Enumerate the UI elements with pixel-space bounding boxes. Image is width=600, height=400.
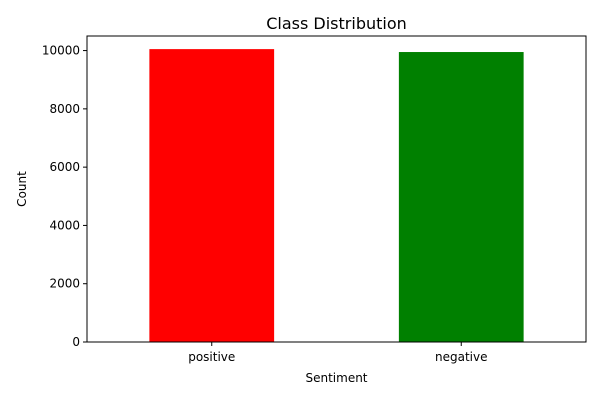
plot-frame — [86, 35, 587, 343]
x-axis-ticks: positive negative — [188, 342, 487, 364]
y-tick-label: 0 — [72, 335, 80, 349]
y-axis-label: Count — [15, 171, 29, 207]
bar-negative — [398, 52, 524, 343]
bar-positive — [149, 49, 275, 342]
y-tick-label: 2000 — [49, 277, 80, 291]
chart-title: Class Distribution — [266, 14, 407, 33]
x-tick-label: positive — [188, 350, 235, 364]
y-tick-label: 10000 — [42, 44, 80, 58]
y-tick-label: 8000 — [49, 102, 80, 116]
y-tick-label: 6000 — [49, 160, 80, 174]
bars-group — [149, 49, 524, 343]
x-axis-label: Sentiment — [305, 371, 367, 385]
y-axis-ticks: 0 2000 4000 6000 8000 10000 — [42, 44, 87, 349]
y-tick-label: 4000 — [49, 218, 80, 232]
x-tick-label: negative — [435, 350, 487, 364]
